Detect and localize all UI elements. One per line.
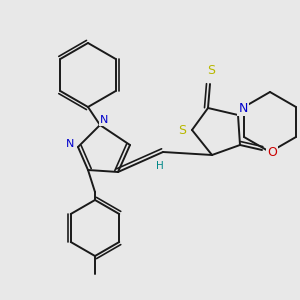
Text: S: S	[207, 64, 215, 77]
Text: N: N	[100, 115, 108, 125]
Text: O: O	[267, 146, 277, 158]
Text: N: N	[66, 139, 74, 149]
Text: N: N	[238, 101, 248, 115]
Text: H: H	[156, 161, 164, 171]
Text: S: S	[178, 124, 186, 136]
